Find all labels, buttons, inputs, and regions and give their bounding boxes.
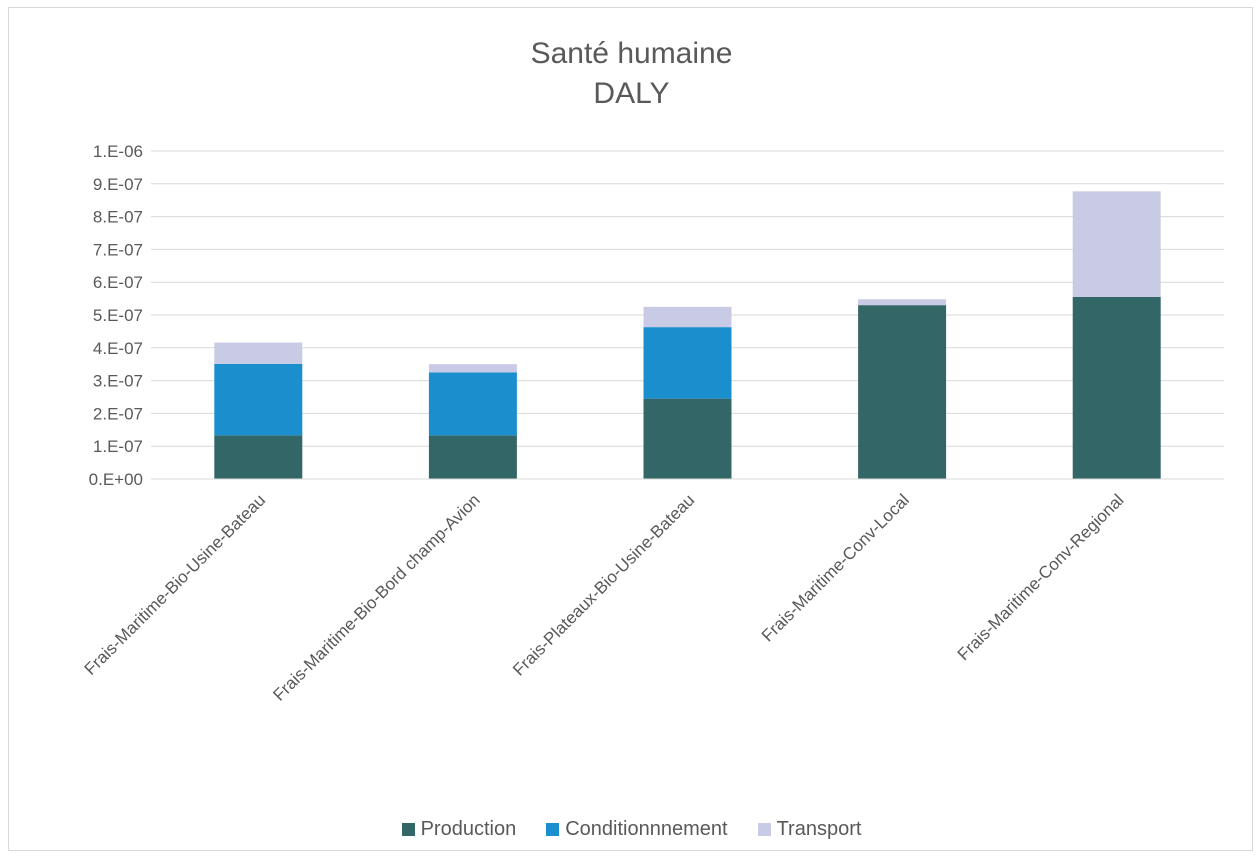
chart-title: Santé humaine DALY [9,34,1254,114]
y-tick-label: 6.E-07 [93,273,143,292]
bar-transport-0 [214,342,303,364]
y-tick-label: 1.E-07 [93,437,143,456]
y-tick-label: 3.E-07 [93,372,143,391]
legend-label-production: Production [420,818,517,840]
x-tick-label: Frais-Maritime-Conv-Local [758,490,913,645]
legend-swatch-transport [757,823,771,836]
legend: Production Conditionnnement Transport [9,818,1254,841]
chart-title-line-2: DALY [593,77,670,110]
bar-transport-2 [643,306,732,328]
y-tick-label: 9.E-07 [93,175,143,194]
y-tick-label: 2.E-07 [93,404,143,423]
y-tick-label: 1.E-06 [93,142,143,161]
bar-transport-1 [428,364,517,373]
bar-conditionnnement-1 [428,372,517,436]
y-tick-label: 8.E-07 [93,208,143,227]
bar-production-4 [1072,296,1161,479]
legend-label-conditionnement: Conditionnnement [565,818,728,840]
chart-title-line-1: Santé humaine [530,37,733,70]
y-tick-label: 7.E-07 [93,240,143,259]
y-tick-label: 0.E+00 [89,470,143,489]
bar-production-1 [428,435,517,479]
bar-production-0 [214,435,303,479]
plot-area: 0.E+00 1.E-07 2.E-07 3.E-07 4.E-07 5.E-07 6.E-… [81,142,1224,705]
bar-conditionnnement-0 [214,363,303,436]
legend-swatch-conditionnement [546,823,560,836]
legend-item-transport: Transport [757,818,862,841]
legend-swatch-production [401,823,415,836]
bar-transport-4 [1072,191,1161,297]
legend-item-conditionnement: Conditionnnement [546,818,728,841]
bar-conditionnnement-2 [643,327,732,399]
bar-transport-3 [858,299,947,306]
x-tick-label: Frais-Maritime-Bio-Usine-Bateau [81,490,269,678]
bar-production-2 [643,398,732,479]
chart-frame: Santé humaine DALY 0.E+00 1.E-07 2.E-07 3.E… [8,7,1253,851]
legend-label-transport: Transport [776,818,862,840]
bar-production-3 [858,305,947,479]
legend-item-production: Production [401,818,517,841]
x-tick-label: Frais-Maritime-Bio-Bord champ-Avion [269,490,483,704]
x-tick-label: Frais-Maritime-Conv-Regional [954,490,1128,664]
x-tick-label: Frais-Plateaux-Bio-Usine-Bateau [509,490,698,679]
y-tick-label: 4.E-07 [93,339,143,358]
y-tick-label: 5.E-07 [93,306,143,325]
